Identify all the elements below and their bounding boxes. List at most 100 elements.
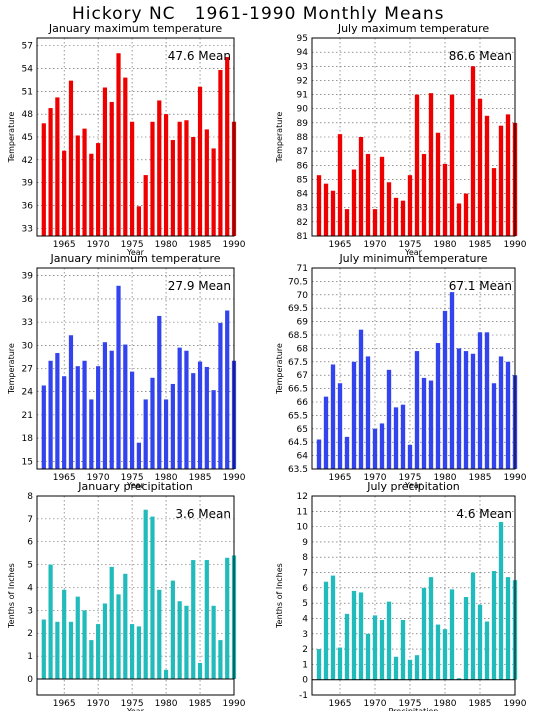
bar xyxy=(96,366,101,469)
bar xyxy=(463,351,469,469)
bar xyxy=(123,344,128,469)
x-tick-label: 1970 xyxy=(87,473,110,483)
bar xyxy=(372,209,378,236)
bar xyxy=(170,140,175,236)
bar xyxy=(191,373,196,469)
bar xyxy=(102,603,108,679)
y-tick-label: 0 xyxy=(27,675,33,685)
bar xyxy=(491,168,497,236)
bar xyxy=(393,407,399,469)
mean-label: 4.6 Mean xyxy=(456,507,512,521)
bar xyxy=(204,366,209,469)
bar xyxy=(351,361,357,469)
y-tick-label: 95 xyxy=(297,34,308,44)
bar xyxy=(55,97,60,237)
x-tick-label: 1965 xyxy=(53,240,76,250)
bar xyxy=(330,190,336,236)
bar xyxy=(351,169,357,236)
bar xyxy=(96,624,101,679)
bar xyxy=(143,175,148,236)
y-tick-label: 65.5 xyxy=(288,411,308,421)
bar xyxy=(204,129,209,236)
bar xyxy=(344,613,350,680)
y-tick-label: 57 xyxy=(22,42,33,52)
bar xyxy=(150,516,155,679)
y-tick-label: 88 xyxy=(297,133,309,143)
bar xyxy=(463,597,469,680)
y-tick-label: 6 xyxy=(27,538,33,548)
bar xyxy=(407,444,413,469)
x-tick-label: 1980 xyxy=(434,699,457,709)
bar xyxy=(68,335,74,469)
y-axis-label: Temperature xyxy=(275,343,284,395)
bar xyxy=(358,329,364,469)
x-tick-label: 1980 xyxy=(434,473,457,483)
y-tick-label: 65 xyxy=(297,425,308,435)
bar xyxy=(442,310,448,469)
bar xyxy=(184,350,189,469)
y-tick-label: 54 xyxy=(22,64,34,74)
bar xyxy=(82,360,87,469)
bar xyxy=(157,315,162,469)
bar xyxy=(75,366,80,469)
y-tick-label: 66.5 xyxy=(288,385,308,395)
bar xyxy=(197,662,203,679)
x-axis-label: Year xyxy=(126,248,145,257)
bar xyxy=(163,399,169,469)
bar xyxy=(421,587,427,680)
chart-jan-precip: January precipitation 0 1 2 3 4 5 6 7 8 1965 1970 19… xyxy=(7,480,246,711)
x-tick-label: 1990 xyxy=(504,240,527,250)
bar xyxy=(456,678,462,680)
bar xyxy=(456,203,462,236)
plot-frame xyxy=(311,495,516,696)
bar xyxy=(414,655,420,680)
y-tick-label: 1 xyxy=(302,660,308,670)
y-tick-label: 83 xyxy=(297,204,308,214)
x-tick-label: 1965 xyxy=(53,473,76,483)
bar xyxy=(82,610,87,679)
bar xyxy=(393,656,399,680)
bar xyxy=(379,619,385,680)
y-axis-label: Tenths of Inches xyxy=(7,563,16,629)
y-tick-label: 4 xyxy=(302,614,308,624)
bar xyxy=(449,292,455,469)
bar xyxy=(204,560,209,679)
bar xyxy=(89,640,94,679)
x-axis-label: Year xyxy=(126,707,145,711)
y-tick-label: 27 xyxy=(22,365,33,375)
x-tick-label: 1990 xyxy=(223,699,246,709)
x-tick-label: 1965 xyxy=(329,699,352,709)
x-tick-label: 1970 xyxy=(87,699,110,709)
y-tick-label: 42 xyxy=(22,156,33,166)
bar xyxy=(484,115,490,236)
y-tick-label: 45 xyxy=(22,133,33,143)
bar xyxy=(498,125,504,236)
bar xyxy=(116,285,121,469)
mean-label: 47.6 Mean xyxy=(168,49,231,63)
y-tick-label: 0 xyxy=(302,676,308,686)
bar xyxy=(316,175,322,236)
y-tick-label: 68 xyxy=(297,344,309,354)
x-tick-label: 1965 xyxy=(53,699,76,709)
y-tick-label: 21 xyxy=(22,411,33,421)
bar xyxy=(365,153,371,236)
plot-frame xyxy=(311,267,516,470)
y-tick-label: 68.5 xyxy=(288,331,308,341)
bar xyxy=(484,332,490,469)
y-tick-label: 36 xyxy=(22,202,34,212)
y-tick-label: 91 xyxy=(297,91,308,101)
bar xyxy=(211,605,216,679)
bar xyxy=(477,604,483,680)
chart-jul-min-temp: July minimum temperature 63.5 64 64.5 65 65.5… xyxy=(275,252,527,490)
y-tick-label: 39 xyxy=(22,272,34,282)
bar xyxy=(449,94,455,236)
bar xyxy=(41,123,46,236)
x-tick-label: 1970 xyxy=(364,240,387,250)
y-tick-label: 66 xyxy=(297,398,309,408)
y-tick-label: 7 xyxy=(302,569,308,579)
y-axis-label: Temperature xyxy=(275,112,284,164)
x-tick-label: 1975 xyxy=(121,240,144,250)
bar xyxy=(143,509,148,679)
bar xyxy=(150,377,155,469)
y-tick-label: 48 xyxy=(22,110,34,120)
